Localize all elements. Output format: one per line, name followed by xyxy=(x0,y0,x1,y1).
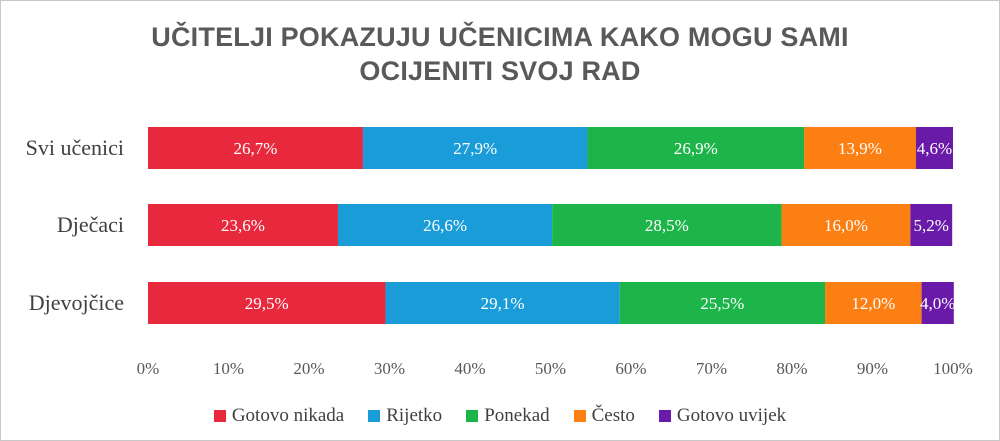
x-tick-label: 90% xyxy=(857,359,888,378)
x-tick-label: 20% xyxy=(293,359,324,378)
legend-swatch xyxy=(466,410,479,422)
bar-segment xyxy=(552,204,782,246)
legend-swatch xyxy=(213,410,226,422)
x-tick-label: 80% xyxy=(776,359,807,378)
data-label: 26,9% xyxy=(674,139,718,158)
data-label: 28,5% xyxy=(645,216,689,235)
chart-legend: Gotovo nikada Rijetko Ponekad Često Gotovo u… xyxy=(0,405,1000,427)
legend-label: Rijetko xyxy=(386,405,443,426)
data-label: 12,0% xyxy=(851,294,895,313)
data-label: 23,6% xyxy=(221,216,265,235)
data-label: 29,1% xyxy=(481,294,525,313)
bar-segment xyxy=(619,282,826,324)
bar-segment xyxy=(910,204,953,246)
category-label: Dječaci xyxy=(57,212,124,237)
bar-segment xyxy=(148,282,386,324)
data-label: 5,2% xyxy=(914,216,949,235)
x-tick-label: 30% xyxy=(374,359,405,378)
x-tick-label: 70% xyxy=(696,359,727,378)
bar-segment xyxy=(148,204,338,246)
legend-item: Gotovo nikada xyxy=(213,405,345,427)
legend-swatch xyxy=(573,410,586,422)
x-tick-label: 10% xyxy=(213,359,244,378)
bar-segment xyxy=(781,204,911,246)
legend-item: Ponekad xyxy=(466,405,550,427)
legend-label: Često xyxy=(591,405,635,426)
chart-title-line-1: UČITELJI POKAZUJU UČENICIMA KAKO MOGU SA… xyxy=(151,22,849,52)
legend-swatch xyxy=(658,410,671,422)
x-tick-label: 100% xyxy=(933,359,973,378)
chart-title: UČITELJI POKAZUJU UČENICIMA KAKO MOGU SA… xyxy=(0,20,1000,88)
data-label: 27,9% xyxy=(453,139,497,158)
data-label: 26,6% xyxy=(423,216,467,235)
legend-item: Rijetko xyxy=(368,405,442,427)
legend-label: Gotovo uvijek xyxy=(676,405,787,426)
x-tick-label: 40% xyxy=(454,359,485,378)
x-tick-label: 60% xyxy=(615,359,646,378)
legend-label: Ponekad xyxy=(484,405,550,426)
data-label: 26,7% xyxy=(234,139,278,158)
bar-segment xyxy=(921,282,954,324)
data-label: 13,9% xyxy=(838,139,882,158)
bar-segment xyxy=(804,127,916,169)
data-label: 16,0% xyxy=(824,216,868,235)
data-label: 29,5% xyxy=(245,294,289,313)
bar-segment xyxy=(362,127,588,169)
bar-segment xyxy=(337,204,553,246)
legend-swatch xyxy=(368,410,381,422)
x-tick-label: 50% xyxy=(535,359,566,378)
chart-title-line-2: OCIJENITI SVOJ RAD xyxy=(359,56,641,86)
legend-item: Gotovo uvijek xyxy=(658,405,787,427)
bar-segment xyxy=(148,127,363,169)
bar-segment xyxy=(915,127,953,169)
legend-label: Gotovo nikada xyxy=(231,405,345,426)
data-label: 4,0% xyxy=(920,294,955,313)
legend-item: Često xyxy=(573,405,635,427)
category-label: Djevojčice xyxy=(29,290,124,315)
data-label: 4,6% xyxy=(917,139,952,158)
bar-segment xyxy=(825,282,922,324)
data-label: 25,5% xyxy=(700,294,744,313)
x-tick-label: 0% xyxy=(137,359,160,378)
category-label: Svi učenici xyxy=(26,135,124,160)
bar-segment xyxy=(385,282,620,324)
bar-segment xyxy=(587,127,805,169)
